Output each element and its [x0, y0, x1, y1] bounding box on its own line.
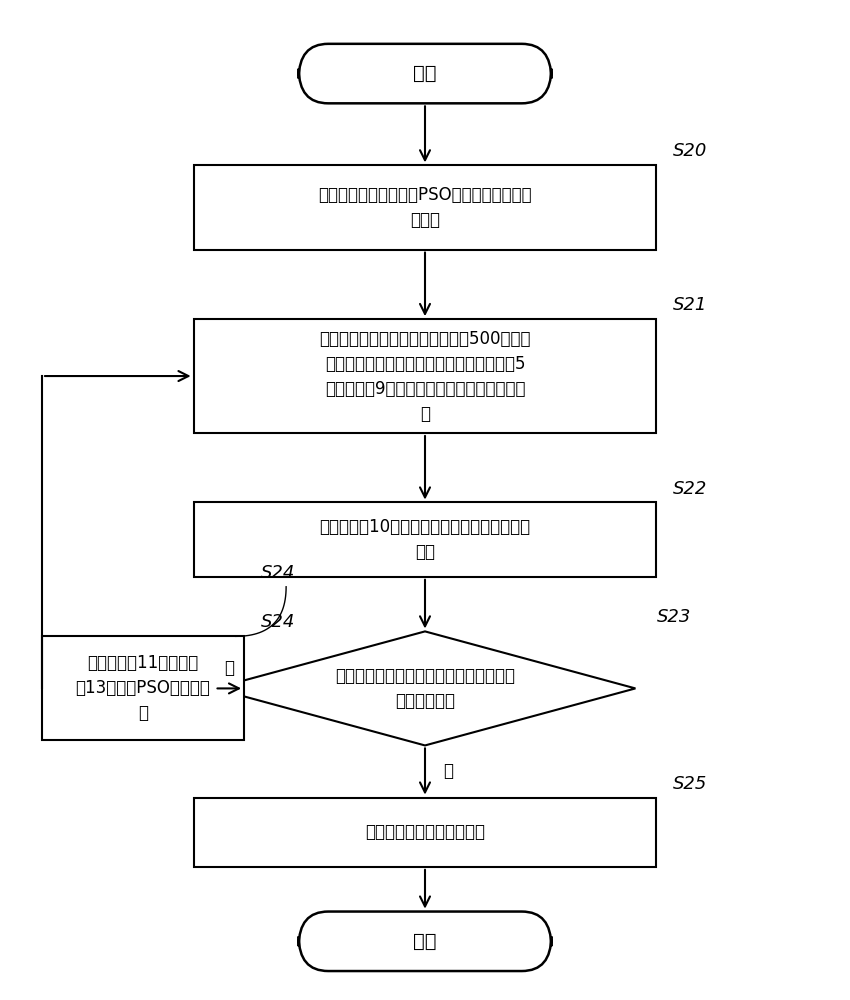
Text: S24: S24 — [261, 564, 295, 582]
Bar — [194, 502, 656, 577]
Text: S20: S20 — [673, 142, 708, 160]
Text: 从当前信息粒所在区间中随机选取500个语言
项、零属度和非零属度的组合并根据公式（5
）至公式（9）计算当前信息粒对应的优化准
则: 从当前信息粒所在区间中随机选取500个语言 项、零属度和非零属度的组合并根据公式… — [320, 330, 530, 423]
Text: 输出最优的截分点和灵活度: 输出最优的截分点和灵活度 — [365, 823, 485, 841]
Text: 否: 否 — [224, 659, 235, 677]
Bar — [194, 319, 656, 433]
Text: 是: 是 — [444, 762, 454, 780]
Bar — [42, 636, 244, 740]
FancyBboxPatch shape — [298, 912, 552, 971]
Text: S25: S25 — [673, 775, 708, 793]
Text: S23: S23 — [656, 608, 691, 626]
Text: 开始: 开始 — [413, 64, 437, 83]
Text: 判断当前迭代次数是否大于或等于预设的
迭代次数阈値: 判断当前迭代次数是否大于或等于预设的 迭代次数阈値 — [335, 667, 515, 710]
Text: S22: S22 — [673, 480, 708, 498]
Bar — [194, 798, 656, 867]
Polygon shape — [214, 631, 636, 745]
Bar — [194, 165, 656, 250]
FancyBboxPatch shape — [298, 44, 552, 103]
Text: S21: S21 — [673, 296, 708, 314]
Text: 根据公式（11）至公式
（13）更新PSO算法的粒
子: 根据公式（11）至公式 （13）更新PSO算法的粒 子 — [76, 654, 211, 722]
Text: 结束: 结束 — [413, 932, 437, 951]
Text: 将截分点和灵活度输入PSO算法中以生成当前
信息粒: 将截分点和灵活度输入PSO算法中以生成当前 信息粒 — [318, 186, 532, 229]
Text: S24: S24 — [261, 613, 295, 631]
Text: 根据公式（10）计算当前信息粒对应的适应度
函数: 根据公式（10）计算当前信息粒对应的适应度 函数 — [320, 518, 530, 561]
